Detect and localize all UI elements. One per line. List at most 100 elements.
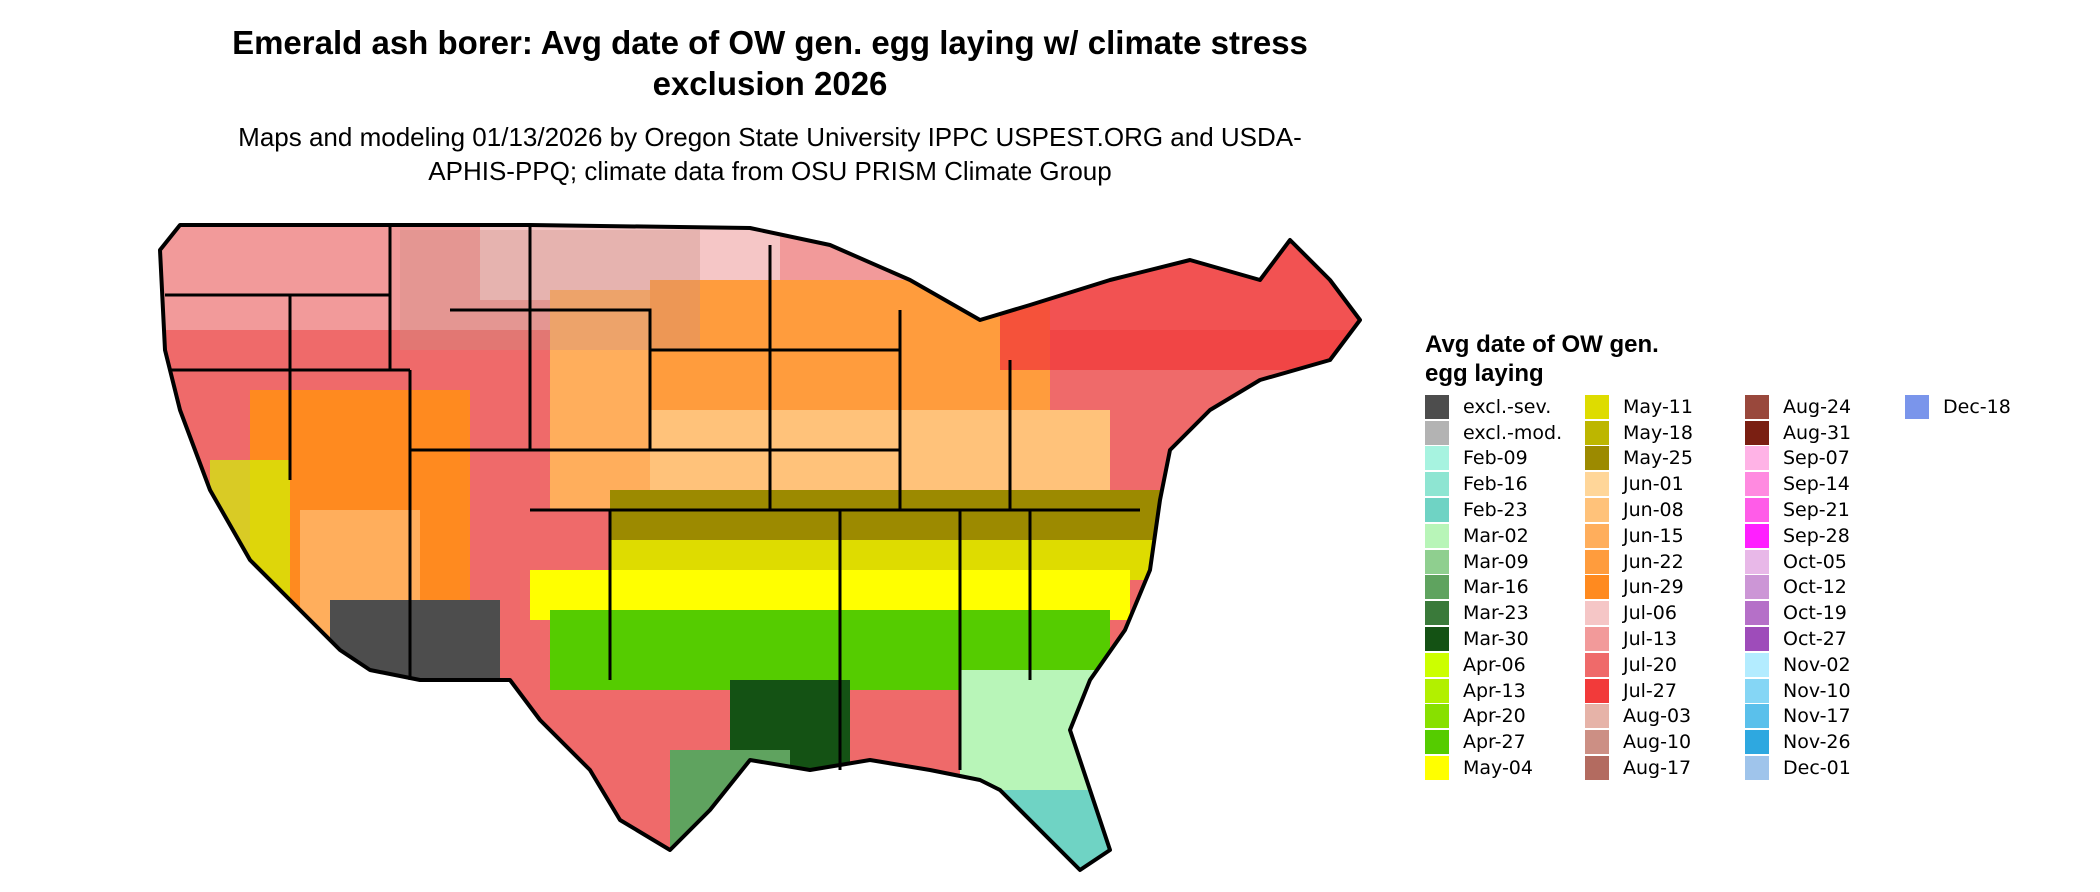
legend-label: Mar-09 <box>1463 550 1529 573</box>
legend-swatch <box>1585 756 1609 781</box>
legend-item: Jun-29 <box>1585 575 1745 601</box>
legend-item: Feb-09 <box>1425 446 1585 472</box>
legend-label: Sep-07 <box>1783 447 1850 470</box>
legend-swatch <box>1745 730 1769 755</box>
legend-label: Nov-02 <box>1783 653 1851 676</box>
legend-label: Apr-20 <box>1463 705 1526 728</box>
legend-item: Nov-10 <box>1745 678 1905 704</box>
legend-swatch <box>1745 756 1769 781</box>
legend-item: May-04 <box>1425 755 1585 781</box>
legend-label: Feb-23 <box>1463 499 1528 522</box>
legend-label: May-18 <box>1623 421 1693 444</box>
legend-label: Nov-10 <box>1783 679 1851 702</box>
legend-item: Aug-10 <box>1585 729 1745 755</box>
legend-item: Jul-13 <box>1585 626 1745 652</box>
legend-label: Mar-23 <box>1463 602 1529 625</box>
legend-item: Mar-30 <box>1425 626 1585 652</box>
legend-swatch <box>1745 498 1769 523</box>
legend-item: Jul-27 <box>1585 678 1745 704</box>
legend-swatch <box>1425 601 1449 626</box>
legend-swatch <box>1585 394 1609 419</box>
legend-swatch <box>1585 420 1609 445</box>
legend-item: Apr-13 <box>1425 678 1585 704</box>
legend-label: Apr-13 <box>1463 679 1526 702</box>
legend-item: Mar-02 <box>1425 523 1585 549</box>
legend-label: Feb-09 <box>1463 447 1528 470</box>
legend-title: Avg date of OW gen. egg laying <box>1425 331 1659 387</box>
legend-label: Aug-17 <box>1623 757 1692 780</box>
legend-item: Jun-08 <box>1585 497 1745 523</box>
legend-swatch <box>1745 420 1769 445</box>
legend-item: Oct-27 <box>1745 626 1905 652</box>
legend-label: Jul-06 <box>1623 602 1677 625</box>
legend-item: Sep-28 <box>1745 523 1905 549</box>
legend-swatch <box>1425 652 1449 677</box>
legend-label: Jun-08 <box>1623 499 1684 522</box>
legend-label: Oct-05 <box>1783 550 1847 573</box>
legend-item: Feb-23 <box>1425 497 1585 523</box>
legend-column: Aug-24 Aug-31 Sep-07 Sep-14 Sep-21 Sep-28 Oct-… <box>1745 394 1905 781</box>
legend-column: excl.-sev. excl.-mod. Feb-09 Feb-16 Feb-23 Ma… <box>1425 394 1585 781</box>
us-outline <box>158 223 1362 872</box>
legend-swatch <box>1585 652 1609 677</box>
legend-item: Apr-20 <box>1425 704 1585 730</box>
legend-label: May-04 <box>1463 757 1533 780</box>
page-subtitle: Maps and modeling 01/13/2026 by Oregon S… <box>238 122 1302 186</box>
us-egg-laying-date-map <box>158 223 1362 872</box>
legend-label: Dec-01 <box>1783 757 1851 780</box>
legend-label: Mar-02 <box>1463 524 1529 547</box>
legend-label: Jul-27 <box>1623 679 1677 702</box>
legend-item: Jun-22 <box>1585 549 1745 575</box>
legend-item: Aug-03 <box>1585 704 1745 730</box>
legend-swatch <box>1585 704 1609 729</box>
legend-item: Feb-16 <box>1425 471 1585 497</box>
legend-item: excl.-mod. <box>1425 420 1585 446</box>
legend-swatch <box>1425 730 1449 755</box>
legend-label: excl.-sev. <box>1463 395 1552 418</box>
legend-item: May-18 <box>1585 420 1745 446</box>
legend-item: Jun-01 <box>1585 471 1745 497</box>
legend-swatch <box>1745 601 1769 626</box>
legend-swatch <box>1745 678 1769 703</box>
legend-swatch <box>1745 472 1769 497</box>
legend-label: Jun-15 <box>1623 524 1684 547</box>
legend-item: May-25 <box>1585 446 1745 472</box>
legend-label: Jul-13 <box>1623 628 1677 651</box>
legend-item: Mar-23 <box>1425 600 1585 626</box>
legend-swatch <box>1425 627 1449 652</box>
legend-swatch <box>1745 523 1769 548</box>
legend-label: Jun-01 <box>1623 473 1684 496</box>
legend-item: Apr-27 <box>1425 729 1585 755</box>
legend-swatch <box>1745 575 1769 600</box>
legend-swatch <box>1425 420 1449 445</box>
legend-swatch <box>1905 394 1929 419</box>
legend-item: Aug-24 <box>1745 394 1905 420</box>
legend-item: Aug-31 <box>1745 420 1905 446</box>
legend-swatch <box>1425 575 1449 600</box>
legend-item: Sep-14 <box>1745 471 1905 497</box>
map-fill <box>160 225 1360 870</box>
legend: excl.-sev. excl.-mod. Feb-09 Feb-16 Feb-23 Ma… <box>1425 394 2085 784</box>
legend-item: Sep-07 <box>1745 446 1905 472</box>
legend-swatch <box>1585 472 1609 497</box>
legend-column: Dec-18 <box>1905 394 2065 420</box>
legend-item: Dec-01 <box>1745 755 1905 781</box>
legend-swatch <box>1745 394 1769 419</box>
legend-swatch <box>1425 472 1449 497</box>
legend-label: Aug-31 <box>1783 421 1852 444</box>
legend-swatch <box>1425 549 1449 574</box>
legend-swatch <box>1425 446 1449 471</box>
legend-item: excl.-sev. <box>1425 394 1585 420</box>
legend-label: Sep-28 <box>1783 524 1850 547</box>
legend-label: Oct-27 <box>1783 628 1847 651</box>
legend-label: Dec-18 <box>1943 395 2011 418</box>
legend-label: excl.-mod. <box>1463 421 1563 444</box>
legend-label: Feb-16 <box>1463 473 1528 496</box>
legend-item: Aug-17 <box>1585 755 1745 781</box>
legend-label: Oct-12 <box>1783 576 1847 599</box>
legend-label: Jun-22 <box>1623 550 1684 573</box>
legend-swatch <box>1745 652 1769 677</box>
legend-swatch <box>1585 549 1609 574</box>
legend-swatch <box>1425 394 1449 419</box>
legend-swatch <box>1585 446 1609 471</box>
